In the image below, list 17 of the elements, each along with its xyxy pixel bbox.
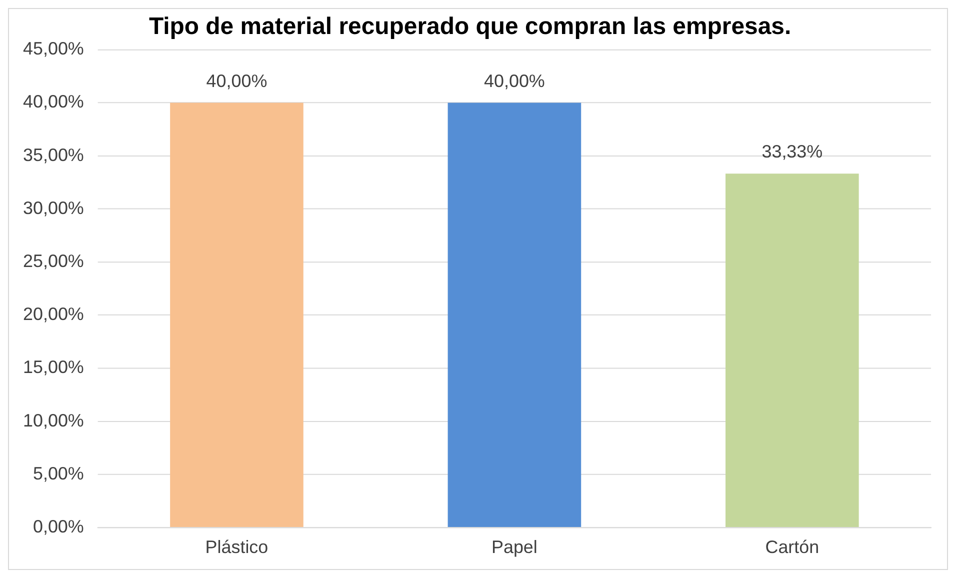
x-tick-label: Papel [491,537,538,558]
y-tick-label: 15,00% [23,357,84,378]
y-tick-label: 35,00% [23,144,84,165]
y-tick-label: 20,00% [23,304,84,324]
y-tick-label: 5,00% [32,463,84,484]
y-tick-label: 45,00% [23,38,84,59]
y-tick-label: 30,00% [23,198,84,218]
y-tick-label: 10,00% [23,410,84,430]
x-tick-label: Cartón [765,537,820,558]
y-tick-label: 25,00% [23,251,84,271]
data-label: 33,33% [762,142,823,162]
data-label: 40,00% [484,70,545,91]
y-tick-label: 40,00% [23,92,84,112]
x-tick-label: Plástico [205,537,268,558]
chart-title: Tipo de material recuperado que compran las empresas. [148,12,792,40]
y-tick-label: 0,00% [32,516,84,536]
data-label: 40,00% [206,70,268,91]
